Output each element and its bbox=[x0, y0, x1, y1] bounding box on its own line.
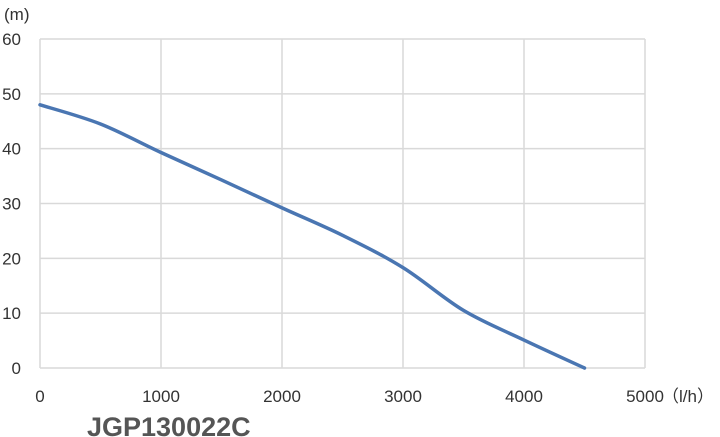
y-tick-label: 0 bbox=[12, 359, 21, 378]
chart-title: JGP130022C bbox=[87, 412, 251, 437]
x-tick-label: 0 bbox=[35, 387, 44, 406]
y-tick-label: 10 bbox=[2, 304, 21, 323]
x-tick-label: 1000 bbox=[142, 387, 180, 406]
y-tick-label: 40 bbox=[2, 140, 21, 159]
y-tick-label: 50 bbox=[2, 85, 21, 104]
grid bbox=[39, 38, 646, 369]
x-tick-label: 5000 bbox=[626, 387, 664, 406]
series-line bbox=[38, 103, 587, 370]
y-tick-label: 30 bbox=[2, 195, 21, 214]
x-tick-label: 3000 bbox=[384, 387, 422, 406]
x-axis-label: （l/h） bbox=[662, 387, 714, 406]
y-tick-label: 60 bbox=[2, 30, 21, 49]
x-tick-label: 2000 bbox=[263, 387, 301, 406]
x-tick-label: 4000 bbox=[505, 387, 543, 406]
y-axis-label: (m) bbox=[4, 5, 29, 24]
ticks: 0 10 20 30 40 50 60 0 1000 2000 3000 4000 5000 bbox=[2, 30, 664, 406]
y-tick-label: 20 bbox=[2, 249, 21, 268]
